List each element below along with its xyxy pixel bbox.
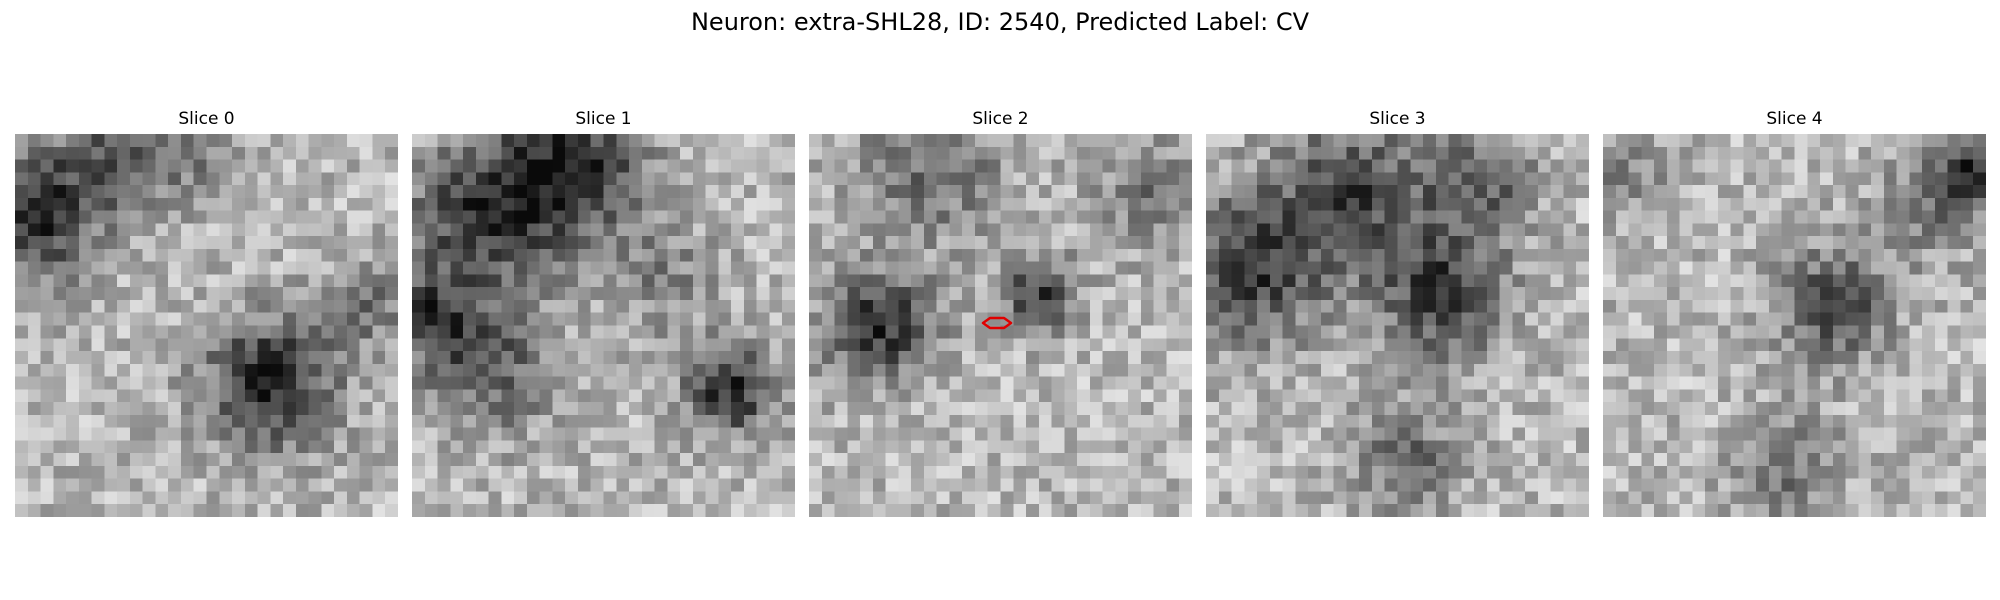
slice-0-heatmap [15, 134, 398, 517]
slice-3-heatmap [1206, 134, 1589, 517]
slice-2-heatmap [809, 134, 1192, 517]
slice-0-title: Slice 0 [178, 109, 235, 129]
slice-2-title: Slice 2 [972, 109, 1029, 129]
slice-1-title: Slice 1 [575, 109, 632, 129]
slice-4-heatmap [1603, 134, 1986, 517]
slice-3-image [1206, 134, 1589, 517]
slice-1-image [412, 134, 795, 517]
slice-4-image [1603, 134, 1986, 517]
slice-2-image [809, 134, 1192, 517]
slice-3-title: Slice 3 [1369, 109, 1426, 129]
figure-title: Neuron: extra-SHL28, ID: 2540, Predicted… [690, 8, 1310, 36]
slice-1-heatmap [412, 134, 795, 517]
slice-0-image [15, 134, 398, 517]
slice-4-title: Slice 4 [1766, 109, 1823, 129]
